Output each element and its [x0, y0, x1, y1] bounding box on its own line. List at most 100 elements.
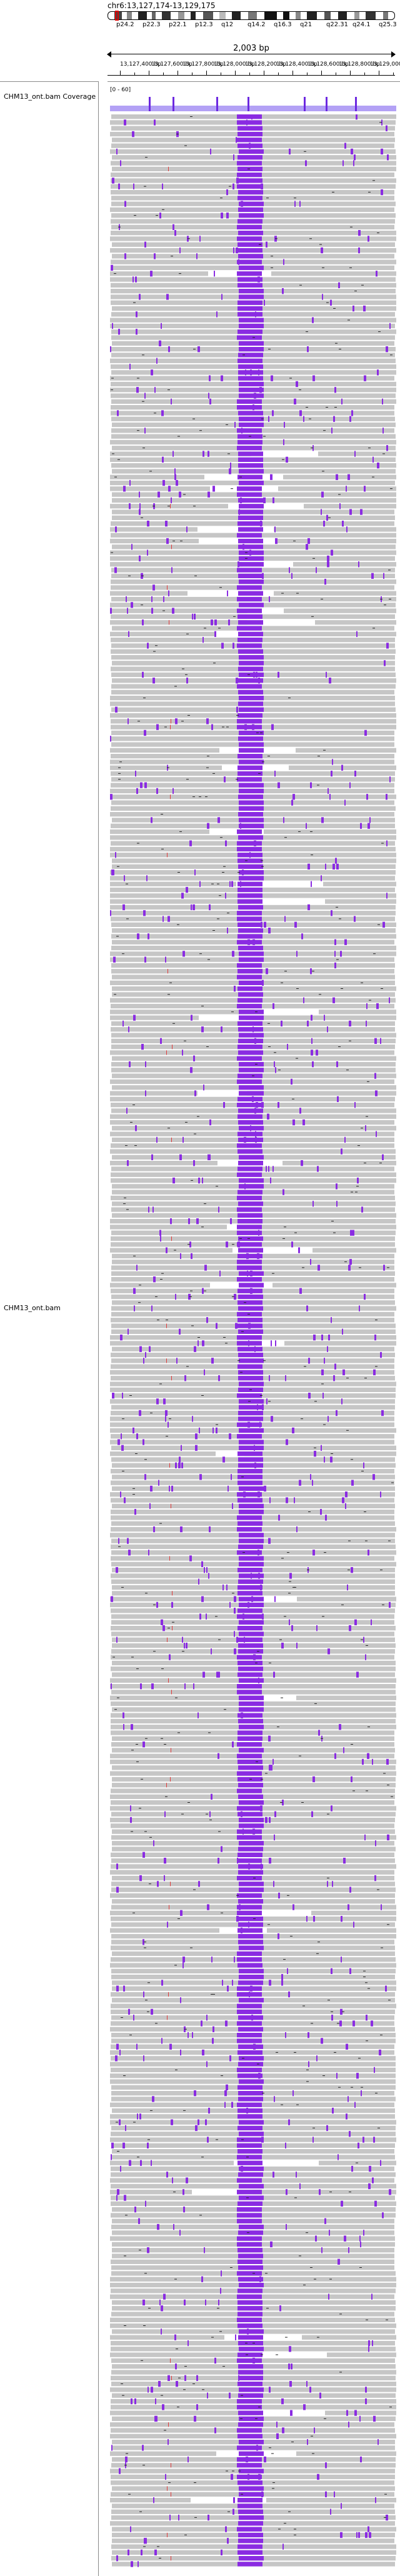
insertion-marker[interactable] [238, 1108, 263, 1113]
read[interactable] [110, 2410, 259, 2415]
insertion-marker[interactable] [238, 1812, 262, 1817]
insertion-marker[interactable] [237, 2137, 262, 2142]
insertion-marker[interactable] [238, 1114, 262, 1119]
insertion-marker[interactable] [239, 1085, 264, 1090]
read[interactable] [110, 1010, 254, 1015]
insertion-marker[interactable] [237, 1056, 262, 1061]
insertion-marker[interactable] [238, 329, 262, 334]
insertion-marker[interactable] [238, 1137, 263, 1143]
insertion-marker[interactable] [238, 376, 263, 381]
insertion-marker[interactable] [237, 2527, 262, 2532]
insertion-marker[interactable] [237, 829, 262, 834]
insertion-marker[interactable] [239, 603, 264, 608]
insertion-marker[interactable] [239, 800, 264, 805]
read[interactable] [277, 538, 396, 544]
insertion-marker[interactable] [237, 1742, 262, 1747]
insertion-marker[interactable] [237, 911, 262, 916]
insertion-marker[interactable] [239, 730, 264, 736]
insertion-marker[interactable] [238, 277, 262, 282]
insertion-marker[interactable] [239, 2440, 264, 2445]
insertion-marker[interactable] [237, 1434, 262, 1439]
insertion-marker[interactable] [239, 672, 264, 678]
read[interactable] [110, 474, 204, 479]
insertion-marker[interactable] [238, 2248, 262, 2253]
insertion-marker[interactable] [239, 347, 264, 352]
insertion-marker[interactable] [238, 474, 262, 479]
insertion-marker[interactable] [238, 1608, 262, 1613]
read[interactable] [247, 1091, 396, 1096]
insertion-marker[interactable] [238, 2149, 262, 2154]
insertion-marker[interactable] [238, 2312, 262, 2317]
insertion-marker[interactable] [238, 2433, 262, 2438]
insertion-marker[interactable] [239, 323, 264, 329]
read[interactable] [274, 591, 396, 596]
insertion-marker[interactable] [237, 963, 262, 968]
insertion-marker[interactable] [238, 2375, 263, 2380]
insertion-marker[interactable] [238, 666, 263, 671]
insertion-marker[interactable] [238, 207, 263, 213]
insertion-marker[interactable] [238, 527, 263, 532]
insertion-marker[interactable] [238, 2422, 263, 2427]
alignment-track-label[interactable]: CHM13_ont.bam [4, 1304, 61, 1312]
insertion-marker[interactable] [238, 591, 263, 596]
read[interactable] [312, 1248, 396, 1253]
read[interactable] [274, 527, 396, 532]
insertion-marker[interactable] [238, 1073, 262, 1078]
insertion-marker[interactable] [239, 1678, 264, 1683]
insertion-marker[interactable] [238, 899, 262, 904]
insertion-marker[interactable] [237, 2102, 262, 2107]
insertion-marker[interactable] [238, 1190, 262, 1195]
insertion-marker[interactable] [238, 1166, 262, 1171]
insertion-marker[interactable] [237, 2236, 262, 2241]
insertion-marker[interactable] [237, 2405, 262, 2410]
insertion-marker[interactable] [239, 480, 264, 486]
insertion-marker[interactable] [238, 515, 263, 520]
read[interactable] [327, 2352, 396, 2357]
insertion-marker[interactable] [237, 1393, 262, 1398]
read[interactable] [110, 1596, 243, 1601]
insertion-marker[interactable] [239, 393, 264, 398]
insertion-marker[interactable] [238, 538, 263, 544]
insertion-marker[interactable] [237, 533, 262, 538]
insertion-marker[interactable] [237, 2178, 262, 2183]
insertion-marker[interactable] [237, 916, 262, 921]
read[interactable] [110, 271, 208, 276]
insertion-marker[interactable] [237, 585, 262, 590]
insertion-marker[interactable] [238, 905, 263, 910]
insertion-marker[interactable] [238, 451, 263, 456]
insertion-marker[interactable] [238, 1451, 262, 1456]
insertion-marker[interactable] [237, 2038, 262, 2043]
insertion-marker[interactable] [238, 2538, 263, 2543]
insertion-marker[interactable] [239, 2387, 264, 2392]
insertion-marker[interactable] [239, 1748, 264, 1753]
insertion-marker[interactable] [239, 2132, 264, 2137]
insertion-marker[interactable] [239, 2347, 264, 2352]
insertion-marker[interactable] [238, 242, 262, 247]
insertion-marker[interactable] [238, 439, 262, 445]
insertion-marker[interactable] [237, 1771, 262, 1776]
insertion-marker[interactable] [237, 1079, 262, 1085]
read[interactable] [110, 1248, 232, 1253]
insertion-marker[interactable] [238, 1463, 263, 1468]
insertion-marker[interactable] [238, 992, 263, 997]
insertion-marker[interactable] [238, 986, 262, 991]
insertion-marker[interactable] [238, 2364, 263, 2369]
read[interactable] [110, 1225, 227, 1230]
insertion-marker[interactable] [237, 684, 262, 689]
insertion-marker[interactable] [238, 521, 262, 526]
insertion-marker[interactable] [238, 1475, 262, 1480]
insertion-marker[interactable] [237, 1875, 262, 1881]
insertion-marker[interactable] [237, 2428, 262, 2433]
insertion-marker[interactable] [238, 2044, 263, 2049]
insertion-marker[interactable] [238, 631, 263, 636]
insertion-marker[interactable] [238, 2108, 262, 2113]
insertion-marker[interactable] [239, 1399, 264, 1404]
insertion-marker[interactable] [237, 1905, 262, 1910]
insertion-marker[interactable] [239, 1405, 264, 1410]
insertion-marker[interactable] [239, 1428, 264, 1433]
read[interactable] [293, 562, 396, 567]
insertion-marker[interactable] [238, 2544, 262, 2549]
insertion-marker[interactable] [238, 2091, 263, 2096]
read[interactable] [110, 631, 216, 636]
insertion-marker[interactable] [237, 1550, 262, 1555]
